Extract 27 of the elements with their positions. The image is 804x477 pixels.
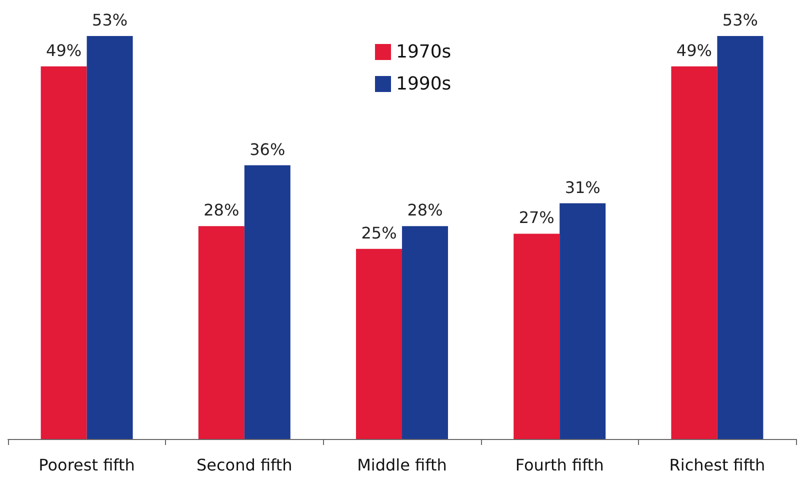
bar [198,226,244,439]
data-label: 53% [92,10,128,30]
x-tick-label: Second fifth [196,456,292,474]
data-label: 28% [407,200,443,220]
bar [402,226,448,439]
x-tick-label: Middle fifth [357,456,447,474]
bar [560,203,606,439]
bar [717,36,764,439]
bar [514,234,560,439]
data-label: 53% [722,10,758,30]
x-tick-label: Poorest fifth [38,456,135,474]
legend-label: 1970s [396,42,452,62]
bar [244,165,290,439]
bar [356,248,402,439]
data-label: 31% [564,178,600,197]
x-tick-label: Richest fifth [669,456,766,474]
data-label: 36% [250,140,286,159]
data-label: 28% [204,200,240,220]
bar [40,66,87,439]
data-label: 49% [676,40,712,60]
bar [86,36,133,439]
legend-label: 1990s [396,74,452,94]
x-tick-label: Fourth fifth [515,456,604,474]
bar [671,66,718,439]
data-label: 27% [518,208,554,228]
data-label: 49% [46,40,82,60]
data-label: 25% [361,223,397,242]
